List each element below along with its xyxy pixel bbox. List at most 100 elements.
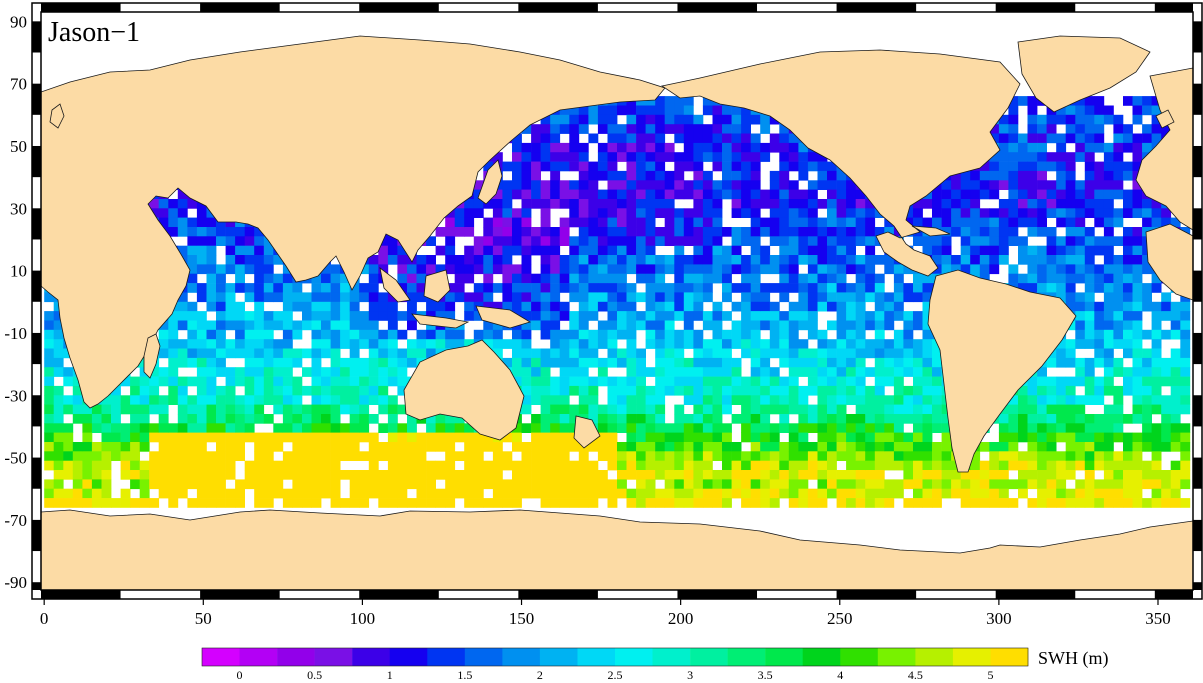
swh-cell [416, 292, 427, 303]
frame-checker [1154, 3, 1193, 12]
colorbar-swatch [990, 648, 1029, 666]
swh-cell [788, 329, 799, 340]
swh-cell [1094, 170, 1105, 181]
swh-cell [464, 292, 475, 303]
swh-cell [435, 488, 446, 499]
swh-cell [655, 255, 666, 265]
swh-cell [1094, 414, 1105, 424]
swh-cell [683, 264, 694, 275]
swh-cell [1027, 414, 1038, 424]
swh-cell [827, 460, 837, 471]
swh-cell [1084, 376, 1095, 387]
swh-cell [91, 498, 102, 508]
swh-cell [1037, 199, 1047, 209]
swh-cell [1056, 423, 1067, 433]
swh-cell [922, 395, 933, 405]
swh-cell [846, 451, 856, 461]
swh-cell [702, 199, 713, 209]
swh-cell [1161, 414, 1172, 424]
swh-cell [1103, 404, 1114, 415]
swh-cell [731, 264, 742, 275]
swh-cell [82, 488, 93, 499]
swh-cell [807, 488, 818, 499]
swh-cell [798, 470, 809, 480]
swh-cell [569, 348, 580, 359]
swh-cell [302, 311, 312, 321]
swh-cell [1161, 423, 1172, 433]
swh-cell [645, 236, 656, 246]
swh-cell [235, 404, 245, 415]
swh-cell [550, 245, 561, 256]
swh-cell [292, 470, 303, 480]
swh-cell [693, 460, 704, 471]
swh-cell [788, 385, 799, 396]
swh-cell [139, 385, 150, 396]
swh-cell [741, 395, 751, 405]
swh-cell [1056, 114, 1067, 125]
swh-cell [492, 245, 503, 256]
swh-cell [998, 414, 1009, 424]
swh-cell [521, 245, 532, 256]
swh-cell [311, 451, 322, 461]
swh-cell [111, 451, 121, 461]
swh-cell [674, 479, 685, 490]
swh-cell [63, 460, 74, 471]
swh-cell [884, 488, 895, 499]
swh-cell [731, 301, 742, 312]
swh-cell [798, 320, 809, 331]
swh-cell [683, 255, 694, 265]
swh-cell [750, 357, 761, 368]
swh-cell [540, 432, 551, 443]
swh-cell [330, 273, 341, 284]
swh-cell [607, 124, 618, 134]
swh-cell [349, 479, 360, 490]
swh-cell [1094, 423, 1105, 433]
swh-cell [1180, 385, 1191, 396]
swh-cell [120, 460, 131, 471]
swh-cell [683, 414, 694, 424]
land-new-zealand [573, 415, 601, 449]
swh-cell [1180, 395, 1191, 405]
swh-cell [550, 357, 561, 368]
swh-cell [578, 264, 589, 275]
swh-cell [683, 432, 694, 443]
swh-cell [750, 236, 761, 246]
swh-cell [1027, 273, 1038, 284]
swh-cell [569, 124, 580, 134]
swh-cell [330, 339, 341, 349]
swh-cell [922, 329, 933, 340]
swh-cell [846, 329, 856, 340]
swh-cell [617, 133, 627, 144]
swh-cell [597, 470, 608, 480]
swh-cell [407, 292, 417, 303]
swh-cell [1027, 189, 1038, 200]
swh-cell [989, 208, 1000, 218]
swh-cell [836, 245, 847, 256]
swh-cell [1123, 301, 1133, 312]
swh-cell [168, 460, 179, 471]
swh-cell [597, 404, 608, 415]
swh-cell [893, 385, 904, 396]
swh-cell [244, 470, 255, 480]
swh-cell [426, 414, 436, 424]
swh-cell [378, 292, 389, 303]
swh-cell [569, 488, 580, 499]
swh-cell [636, 432, 646, 443]
swh-cell [63, 423, 74, 433]
frame-checker [32, 582, 41, 590]
swh-cell [1151, 339, 1162, 349]
swh-cell [187, 470, 198, 480]
colorbar-swatch [952, 648, 991, 666]
swh-cell [512, 348, 522, 359]
swh-cell [607, 311, 618, 321]
swh-cell [636, 273, 646, 284]
swh-cell [378, 442, 389, 452]
swh-cell [82, 414, 93, 424]
swh-cell [655, 199, 666, 209]
swh-cell [979, 442, 990, 452]
swh-cell [693, 170, 704, 181]
swh-cell [1008, 133, 1019, 144]
swh-cell [254, 245, 265, 256]
swh-cell [664, 432, 675, 443]
swh-cell [187, 498, 198, 508]
